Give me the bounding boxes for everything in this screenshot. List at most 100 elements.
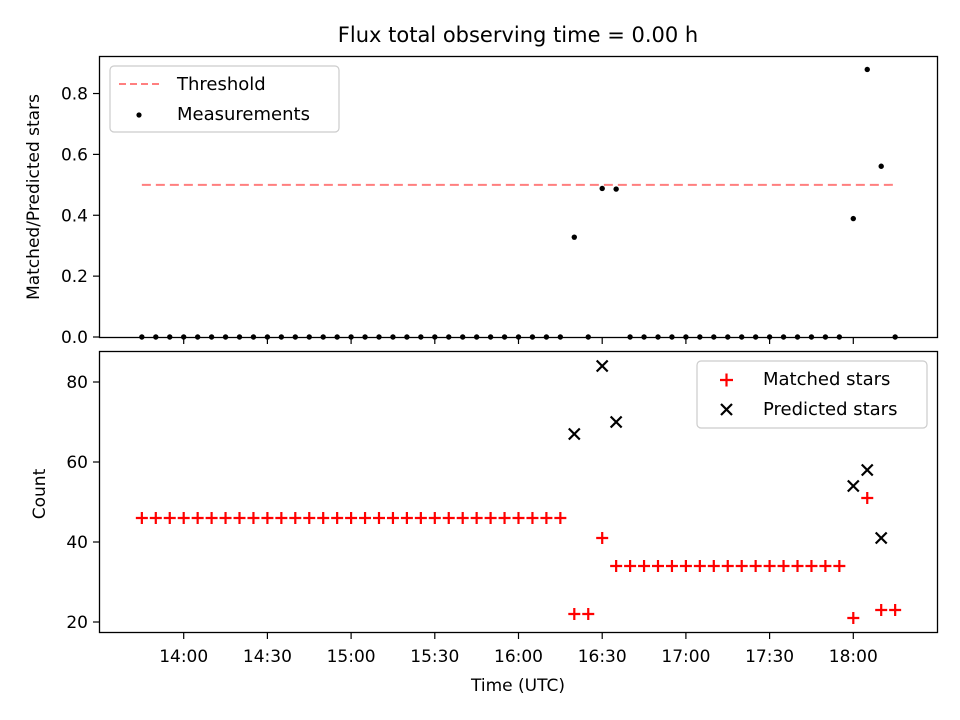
threshold-legend-label: Threshold	[176, 74, 266, 95]
measurement-point	[613, 186, 619, 192]
chart-title: Flux total observing time = 0.00 h	[338, 23, 698, 47]
matched-stars-point	[596, 532, 609, 544]
matched-stars-point	[484, 512, 497, 524]
matched-stars-point	[638, 560, 651, 572]
x-tick-label: 16:00	[494, 647, 543, 667]
bottom-axes-ticks: 20 40 60 80 14:00 14:30 15:00 15:30 16:00 16:30 17…	[66, 373, 877, 667]
matched-stars-point	[777, 560, 790, 572]
predicted-stars-point	[568, 427, 581, 441]
matched-stars-point	[261, 512, 274, 524]
matched-stars-legend-swatch	[720, 373, 733, 387]
top-axes-frame	[98, 55, 939, 339]
matched-stars-point	[819, 560, 832, 572]
predicted-stars-point	[595, 359, 609, 373]
predicted-stars-legend-label: Predicted stars	[763, 399, 897, 420]
top-y-axis-label: Matched/Predicted stars	[24, 94, 44, 300]
predicted-stars-point	[609, 415, 623, 429]
matched-stars-point	[665, 560, 678, 572]
matched-stars-point	[386, 512, 399, 524]
matched-stars-point	[373, 512, 385, 524]
matched-stars-point	[149, 512, 162, 524]
bottom-y-tick-label: 40	[66, 533, 88, 553]
matched-stars-point	[889, 604, 902, 616]
matched-stars-point	[610, 560, 623, 572]
matched-stars-point	[400, 512, 413, 524]
matched-stars-point	[470, 512, 483, 524]
matched-stars-point	[414, 512, 427, 524]
matched-stars-point	[693, 560, 706, 572]
bottom-plot-area	[135, 359, 902, 624]
matched-stars-point	[805, 560, 818, 572]
x-tick-label: 15:30	[410, 647, 459, 667]
matched-stars-point	[135, 512, 148, 524]
matched-stars-point	[540, 512, 553, 524]
matched-stars-point	[177, 512, 190, 524]
top-y-tick-label: 0.4	[61, 206, 88, 226]
matched-stars-point	[191, 512, 204, 524]
top-y-tick-label: 0.0	[61, 328, 88, 348]
matched-stars-point	[289, 512, 302, 524]
measurement-point	[850, 215, 856, 222]
matched-stars-point	[861, 492, 874, 504]
matched-stars-point	[707, 560, 720, 572]
matched-stars-point	[205, 512, 218, 524]
matched-stars-point	[442, 512, 455, 524]
matched-stars-point	[345, 512, 358, 524]
matched-stars-point	[303, 512, 316, 524]
matched-stars-point	[498, 512, 511, 524]
bottom-legend-box	[696, 360, 928, 429]
matched-stars-point	[568, 608, 581, 620]
top-axes-ticks: 0.0 0.2 0.4 0.6 0.8	[61, 85, 854, 348]
predicted-stars-legend-swatch	[720, 403, 733, 416]
measurement-point	[571, 234, 577, 240]
matched-stars-point	[679, 560, 692, 572]
top-legend: Threshold Measurements	[109, 65, 340, 133]
matched-stars-point	[233, 512, 246, 524]
top-y-tick-label: 0.6	[61, 145, 88, 165]
matched-stars-point	[721, 560, 734, 572]
measurements-legend-swatch	[136, 112, 142, 118]
matched-stars-point	[317, 512, 330, 524]
matched-stars-point	[526, 512, 539, 524]
x-tick-label: 14:00	[159, 647, 208, 667]
matched-stars-point	[624, 560, 637, 572]
x-tick-label: 15:00	[327, 647, 376, 667]
matched-stars-point	[582, 608, 595, 620]
matched-stars-point	[359, 512, 372, 524]
x-tick-label: 17:00	[661, 647, 710, 667]
matched-stars-point	[763, 560, 776, 572]
measurements-legend-label: Measurements	[177, 104, 310, 125]
x-axis-label: Time (UTC)	[470, 676, 565, 696]
matched-stars-point	[749, 560, 762, 572]
measurement-point	[599, 185, 605, 192]
measurement-point	[864, 66, 870, 73]
matched-stars-point	[456, 512, 469, 524]
predicted-stars-point	[860, 463, 874, 477]
matched-stars-point	[833, 560, 846, 572]
matched-stars-point	[554, 512, 567, 524]
predicted-stars-point	[847, 479, 860, 493]
x-tick-label: 18:00	[829, 647, 878, 667]
predicted-stars-point	[874, 531, 888, 545]
bottom-y-tick-label: 60	[66, 453, 88, 473]
bottom-axes-frame	[98, 350, 939, 634]
matched-stars-point	[331, 512, 344, 524]
x-tick-label: 14:30	[243, 647, 292, 667]
matched-stars-point	[163, 512, 176, 524]
x-tick-label: 16:30	[578, 647, 627, 667]
matched-stars-point	[735, 560, 748, 572]
top-legend-box	[109, 65, 340, 133]
bottom-legend: Matched stars Predicted stars	[696, 360, 928, 429]
x-tick-label: 17:30	[745, 647, 794, 667]
matched-stars-point	[275, 512, 288, 524]
bottom-y-tick-label: 80	[66, 373, 88, 393]
top-y-tick-label: 0.2	[61, 267, 88, 287]
matched-stars-point	[428, 512, 441, 524]
bottom-y-axis-label: Count	[30, 468, 50, 519]
matched-stars-point	[875, 604, 888, 616]
matched-stars-point	[652, 560, 664, 572]
matched-stars-legend-label: Matched stars	[763, 369, 890, 390]
top-y-tick-label: 0.8	[61, 85, 88, 105]
bottom-y-tick-label: 20	[66, 613, 88, 633]
